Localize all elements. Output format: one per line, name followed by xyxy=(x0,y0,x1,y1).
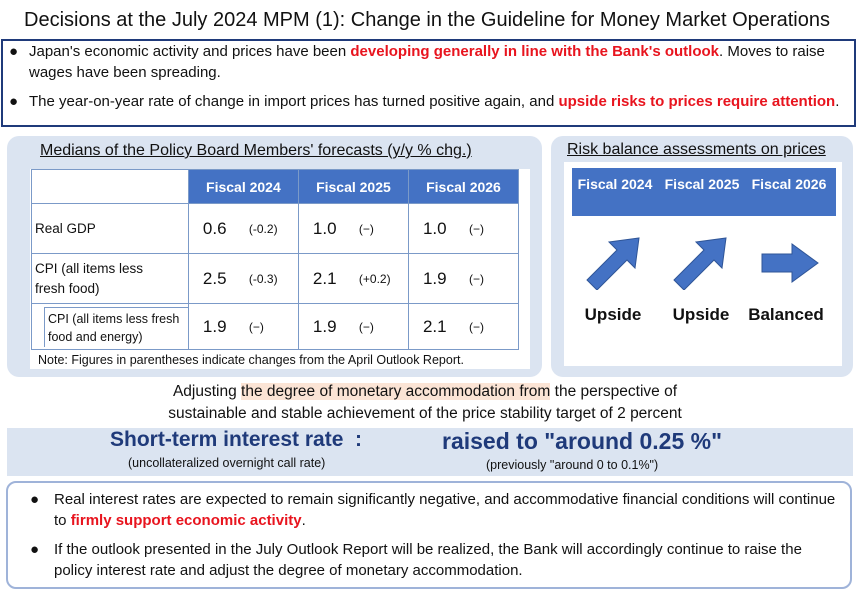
rate-bar xyxy=(7,428,853,476)
risk-label: Balanced xyxy=(748,305,824,324)
summary-bullet-1-text: Japan's economic activity and prices hav… xyxy=(29,43,351,60)
row-label: CPI (all items less fresh food) xyxy=(31,253,189,304)
forecast-value: 1.0 xyxy=(312,218,337,238)
adjust-line-2: sustainable and stable achievement of th… xyxy=(168,405,682,422)
summary-box: ● Japan's economic activity and prices h… xyxy=(1,39,856,127)
risk-title: Risk balance assessments on prices xyxy=(567,141,826,158)
summary-bullet-2-highlight: upside risks to prices require attention xyxy=(558,93,836,110)
rate-sublabel: (uncollateralized overnight call rate) xyxy=(128,456,326,470)
forecast-change: (−) xyxy=(358,221,374,236)
forecast-col-header: Fiscal 2024 xyxy=(187,169,299,204)
forecast-value: 1.0 xyxy=(422,218,447,238)
summary-bullet-2-text: The year-on-year rate of change in impor… xyxy=(29,93,559,110)
forecast-change: (−) xyxy=(358,319,374,334)
row-label: Real GDP xyxy=(31,203,189,254)
adjust-text-end: the perspective of xyxy=(550,383,678,400)
outlook-box: ● Real interest rates are expected to re… xyxy=(6,481,852,589)
arrow-up-right-icon xyxy=(586,237,640,290)
arrow-up-right-icon xyxy=(673,237,727,290)
forecast-value: 0.6 xyxy=(202,218,227,238)
forecast-note: Note: Figures in parentheses indicate ch… xyxy=(38,353,464,367)
forecast-change: (−) xyxy=(468,221,484,236)
forecast-value: 2.1 xyxy=(422,316,447,336)
risk-col-header: Fiscal 2026 xyxy=(751,176,827,192)
rate-decision: raised to "around 0.25 %" xyxy=(442,428,722,454)
outlook-bullet-2-text: If the outlook presented in the July Out… xyxy=(54,541,802,579)
risk-label: Upside xyxy=(584,305,642,324)
summary-bullet-1-text-end: . Moves to raise wages have been spreadi… xyxy=(29,43,825,81)
forecast-value: 2.5 xyxy=(202,268,227,288)
adjust-text: Adjusting xyxy=(172,383,242,400)
rate-label: Short-term interest rate : xyxy=(110,428,363,451)
bullet-dot-icon: ● xyxy=(9,93,19,110)
forecast-change: (−) xyxy=(468,271,484,286)
page-title: Decisions at the July 2024 MPM (1): Chan… xyxy=(24,9,830,31)
forecast-table: Fiscal 2024 Fiscal 2025 Fiscal 2026 Real… xyxy=(31,169,520,350)
bullet-dot-icon: ● xyxy=(30,491,40,508)
outlook-bullet-1: ● Real interest rates are expected to re… xyxy=(30,489,840,531)
risk-label: Upside xyxy=(672,305,730,324)
outlook-bullet-1-text-end: . xyxy=(301,512,306,529)
table-row: Real GDP 0.6 (-0.2) 1.0 (−) 1.0 (−) xyxy=(31,203,520,254)
risk-header: Fiscal 2024 Fiscal 2025 Fiscal 2026 xyxy=(572,168,836,216)
forecast-value: 1.9 xyxy=(422,268,447,288)
forecast-value: 2.1 xyxy=(312,268,337,288)
forecast-col-header: Fiscal 2026 xyxy=(407,169,520,204)
outlook-bullet-1-text: Real interest rates are expected to rema… xyxy=(54,491,836,529)
row-label: CPI (all items less fresh food and energ… xyxy=(44,306,188,347)
table-row: CPI (all items less fresh food) 2.5 (-0.3… xyxy=(31,253,520,304)
arrow-right-icon xyxy=(761,243,819,283)
bullet-dot-icon: ● xyxy=(9,43,19,60)
bullet-dot-icon: ● xyxy=(30,541,40,558)
summary-bullet-2: ● The year-on-year rate of change in imp… xyxy=(9,91,849,112)
table-row: CPI (all items less fresh food and energ… xyxy=(31,303,520,350)
forecast-value: 1.9 xyxy=(312,316,337,336)
forecast-change: (-0.2) xyxy=(248,221,278,236)
forecast-change: (+0.2) xyxy=(358,271,391,286)
risk-col-header: Fiscal 2025 xyxy=(664,176,740,192)
forecast-change: (-0.3) xyxy=(248,271,278,286)
adjust-line-1: Adjusting the degree of monetary accommo… xyxy=(0,382,850,402)
rate-previous: (previously "around 0 to 0.1%") xyxy=(486,458,659,472)
summary-bullet-1: ● Japan's economic activity and prices h… xyxy=(9,41,849,83)
summary-bullet-2-text-end: . xyxy=(835,93,840,110)
forecast-title: Medians of the Policy Board Members' for… xyxy=(40,142,472,159)
adjust-highlight: the degree of monetary accommodation fro… xyxy=(241,383,551,400)
summary-bullet-1-highlight: developing generally in line with the Ba… xyxy=(350,43,720,60)
outlook-bullet-1-highlight: firmly support economic activity xyxy=(70,512,302,529)
forecast-change: (−) xyxy=(248,319,264,334)
outlook-bullet-2: ● If the outlook presented in the July O… xyxy=(30,539,840,581)
forecast-change: (−) xyxy=(468,319,484,334)
forecast-value: 1.9 xyxy=(202,316,227,336)
risk-col-header: Fiscal 2024 xyxy=(577,176,653,192)
forecast-col-header: Fiscal 2025 xyxy=(297,169,409,204)
